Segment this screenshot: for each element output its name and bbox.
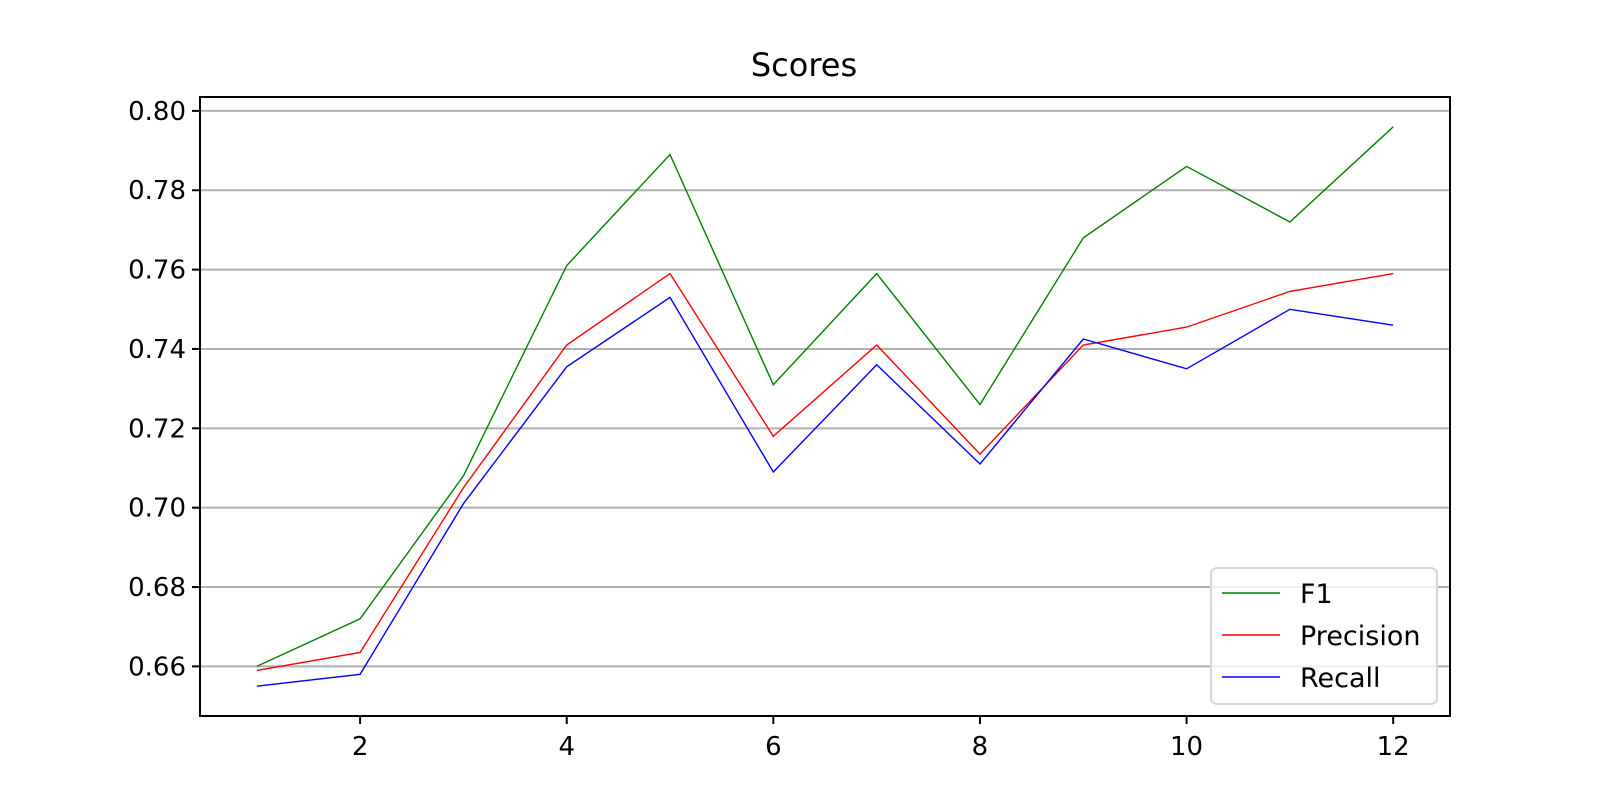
y-tick-label: 0.78 <box>128 176 186 206</box>
y-tick-label: 0.66 <box>128 652 186 682</box>
x-tick-label: 12 <box>1377 732 1410 762</box>
series-line-recall <box>256 296 1394 687</box>
x-tick-label: 8 <box>972 732 989 762</box>
y-tick-label: 0.68 <box>128 573 186 603</box>
x-tick-label: 6 <box>765 732 782 762</box>
y-tick-label: 0.70 <box>128 494 186 524</box>
x-tick-label: 4 <box>558 732 575 762</box>
gridlines <box>200 109 1450 668</box>
plot-area-frame <box>199 96 1451 717</box>
y-tick-label: 0.80 <box>128 97 186 127</box>
series-line-f1 <box>256 126 1394 668</box>
series-line-precision <box>256 272 1394 672</box>
y-tick-label: 0.74 <box>128 335 186 365</box>
legend: F1 Precision Recall <box>1210 567 1438 705</box>
legend-label-recall: Recall <box>1300 663 1381 694</box>
series-lines <box>256 126 1394 687</box>
x-tick-label: 10 <box>1170 732 1203 762</box>
x-tick-label: 2 <box>352 732 369 762</box>
legend-box <box>1210 567 1438 705</box>
chart-title: Scores <box>751 46 857 84</box>
y-tick-label: 0.76 <box>128 256 186 286</box>
legend-label-precision: Precision <box>1300 621 1420 652</box>
axis-ticks: 0.66 0.68 0.70 0.72 0.74 0.76 0.78 0.80 2 4 6 8 10 12 <box>128 97 1410 762</box>
legend-label-f1: F1 <box>1300 579 1333 610</box>
y-tick-label: 0.72 <box>128 414 186 444</box>
